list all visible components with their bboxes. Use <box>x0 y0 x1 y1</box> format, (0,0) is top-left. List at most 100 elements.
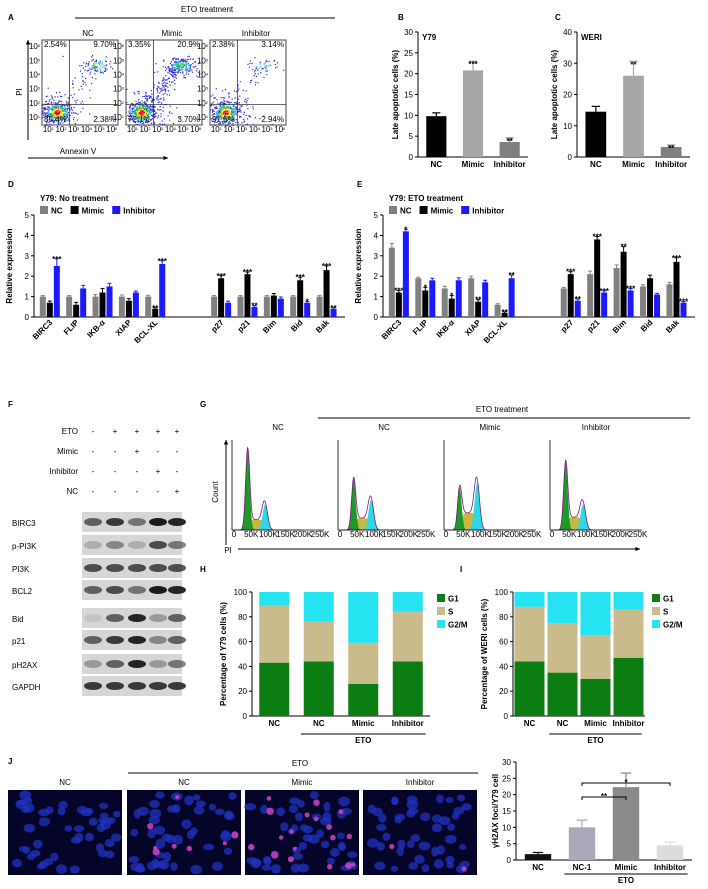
event-dot <box>224 100 226 102</box>
y-tick-label: 40 <box>563 28 572 37</box>
quadrant-percent: 3.35% <box>128 40 151 49</box>
y-tick-label: 80 <box>238 613 247 622</box>
tick-base: 10 <box>236 125 245 134</box>
blot-band <box>106 586 124 594</box>
event-dot <box>59 106 62 109</box>
event-dot <box>238 110 240 113</box>
event-dot <box>151 101 153 103</box>
event-dot <box>144 106 146 108</box>
event-dot <box>139 107 142 109</box>
bar <box>304 302 311 317</box>
bar <box>132 292 139 317</box>
nucleus <box>15 799 26 809</box>
event-dot <box>134 111 136 113</box>
event-dot <box>233 110 235 112</box>
event-dot <box>213 110 215 112</box>
bar-segment <box>348 683 379 716</box>
event-dot <box>231 119 233 121</box>
event-dot <box>161 120 163 122</box>
bar <box>145 296 152 317</box>
nucleus <box>212 861 223 871</box>
tick-exponent: 5 <box>102 127 104 131</box>
event-dot <box>254 117 256 119</box>
event-dot <box>233 105 235 107</box>
event-dot <box>61 108 63 110</box>
significance: ** <box>509 271 516 280</box>
event-dot <box>147 105 149 107</box>
event-dot <box>92 55 94 57</box>
event-dot <box>252 106 254 108</box>
significance: ** <box>620 243 627 252</box>
nucleus <box>390 865 399 872</box>
event-dot <box>111 116 113 118</box>
blot-band <box>149 541 167 549</box>
event-dot <box>78 89 80 91</box>
event-dot <box>138 120 140 122</box>
bar <box>660 147 682 157</box>
event-dot <box>231 108 233 110</box>
event-dot <box>52 114 54 116</box>
event-dot <box>54 112 56 114</box>
bar <box>415 278 422 317</box>
event-dot <box>168 112 171 114</box>
arrow-head <box>223 440 229 445</box>
event-dot <box>96 66 98 68</box>
event-dot <box>133 117 135 119</box>
event-dot <box>64 105 66 107</box>
foci <box>266 796 272 801</box>
nucleus <box>161 833 172 842</box>
blot-band <box>128 682 146 690</box>
treatment-sign: + <box>156 427 161 436</box>
event-dot <box>144 113 146 115</box>
nucleus <box>163 851 172 862</box>
treatment-sign: - <box>157 487 160 496</box>
event-dot <box>231 111 233 113</box>
foci <box>266 807 274 815</box>
event-dot <box>268 60 270 63</box>
bar <box>666 284 673 317</box>
event-dot <box>140 111 142 113</box>
tick-exponent: 3 <box>245 127 247 131</box>
bar <box>218 278 225 317</box>
event-dot <box>67 103 69 105</box>
event-dot <box>224 108 226 110</box>
event-dot <box>151 98 153 100</box>
bar <box>462 70 484 157</box>
event-dot <box>70 106 72 108</box>
bar <box>482 282 489 317</box>
event-dot <box>156 88 158 90</box>
event-dot <box>138 119 140 121</box>
event-dot <box>60 122 62 124</box>
legend-swatch <box>40 206 48 214</box>
event-dot <box>145 94 147 96</box>
event-dot <box>169 119 171 121</box>
event-dot <box>67 101 69 103</box>
event-dot <box>183 64 185 66</box>
bar <box>601 292 608 317</box>
event-dot <box>174 83 176 85</box>
event-dot <box>228 117 230 119</box>
blot-band <box>84 660 102 668</box>
nucleus <box>30 850 41 857</box>
event-dot <box>131 114 133 117</box>
event-dot <box>218 118 221 120</box>
event-dot <box>135 124 137 126</box>
event-dot <box>173 76 175 78</box>
event-dot <box>127 115 129 117</box>
event-dot <box>166 82 168 84</box>
event-dot <box>254 71 256 73</box>
event-dot <box>224 118 226 120</box>
event-dot <box>137 119 139 121</box>
y-tick-label: 10 <box>404 111 413 120</box>
event-dot <box>217 102 219 104</box>
event-dot <box>175 68 177 70</box>
event-dot <box>227 108 229 110</box>
bar <box>647 278 654 317</box>
tick-label: 106 <box>197 42 208 51</box>
event-dot <box>185 63 187 66</box>
event-dot <box>255 81 257 83</box>
nucleus <box>444 834 457 844</box>
event-dot <box>88 67 90 69</box>
event-dot <box>138 105 140 107</box>
tick-exponent: 1 <box>220 127 222 131</box>
